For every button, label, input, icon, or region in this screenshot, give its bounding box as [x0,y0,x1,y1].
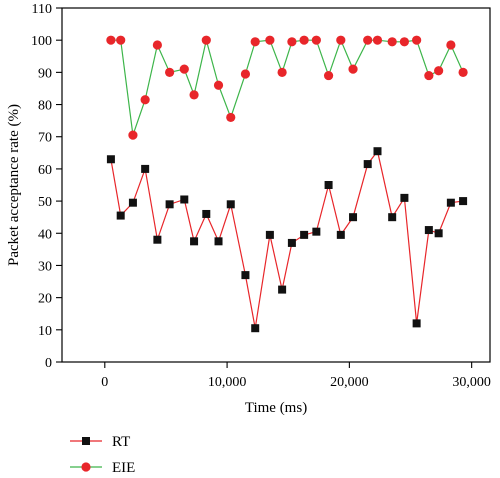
eie-data-point [387,37,397,47]
rt-data-point [300,230,309,239]
y-tick-label: 20 [38,292,52,307]
legend-eie-label: EIE [112,460,135,476]
y-tick-label: 100 [31,34,52,49]
eie-data-point [323,70,334,81]
eie-data-point [201,35,211,45]
eie-data-point [446,40,456,50]
y-tick-label: 0 [45,356,52,371]
eie-data-point [336,35,346,45]
y-tick-label: 90 [38,66,52,81]
y-tick-label: 80 [38,99,52,114]
y-tick-label: 50 [38,195,52,210]
rt-data-point [278,285,287,294]
rt-data-point [412,319,421,328]
eie-data-point [213,80,224,90]
rt-data-point [251,324,260,333]
eie-data-point [372,35,383,45]
series-markers [106,35,468,333]
rt-data-point [336,230,345,239]
eie-data-point [311,35,321,45]
x-tick-label: 10,000 [208,375,247,390]
rt-data-point [128,198,137,207]
eie-data-point [116,35,126,45]
y-tick-label: 10 [38,324,52,339]
eie-data-point [265,35,275,45]
series-lines [110,38,464,329]
x-tick-label: 0 [101,375,108,390]
rt-data-point [434,229,443,238]
rt-data-point [180,195,189,204]
y-axis-label: Packet acceptance rate (%) [6,104,22,266]
rt-data-point [459,197,468,206]
rt-data-point [241,271,250,280]
x-axis-label: Time (ms) [245,400,307,416]
rt-data-point [373,147,382,156]
eie-data-point [363,35,373,45]
y-tick-label: 60 [38,163,52,178]
rt-data-point [388,213,397,222]
eie-data-point [348,64,358,74]
eie-data-point [226,112,236,123]
rt-data-point [165,200,174,209]
y-tick-label: 70 [38,131,52,146]
eie-data-point [424,70,434,81]
rt-data-point [424,226,433,235]
y-tick-label: 110 [32,2,52,17]
eie-data-point [458,67,468,77]
rt-data-point [116,211,125,220]
rt-data-point [190,237,199,246]
rt-data-point [363,160,372,169]
eie-data-point [179,64,189,74]
eie-data-point [287,37,297,47]
eie-data-point [165,67,175,77]
y-tick-label: 40 [38,227,52,242]
eie-data-point [140,95,150,105]
rt-data-point [287,238,296,247]
rt-data-point [202,209,211,218]
rt-data-point [400,193,409,202]
eie-data-point [189,90,199,100]
rt-data-point [153,235,162,244]
eie-data-point [434,66,444,76]
eie-data-point [250,37,260,47]
rt-data-point [446,198,455,207]
legend-rt-marker [82,437,90,445]
rt-series-line [110,149,464,329]
rt-data-point [349,213,358,222]
x-tick-label: 20,000 [330,375,369,390]
rt-data-point [214,237,223,246]
legend: RT EIE [70,434,135,476]
eie-data-point [299,35,309,45]
eie-data-point [128,130,138,140]
eie-data-point [106,35,116,45]
rt-data-point [106,155,115,164]
eie-data-point [277,67,287,77]
x-tick-label: 30,000 [452,375,491,390]
rt-data-point [324,181,333,189]
eie-data-point [412,35,422,45]
rt-data-point [226,200,235,209]
y-tick-label: 30 [38,259,52,274]
rt-data-point [312,227,321,236]
axis-ticks: 0 10 20 30 40 50 60 70 80 90 100 110 0 10,000 20,000 30… [31,2,491,390]
legend-rt-label: RT [112,434,130,450]
plot-frame [61,7,491,363]
rt-data-point [265,230,274,239]
eie-data-point [399,37,409,47]
rt-data-point [141,164,150,173]
eie-series-line [110,38,464,136]
legend-eie-marker [81,462,91,472]
eie-data-point [240,69,251,79]
eie-data-point [152,40,162,50]
